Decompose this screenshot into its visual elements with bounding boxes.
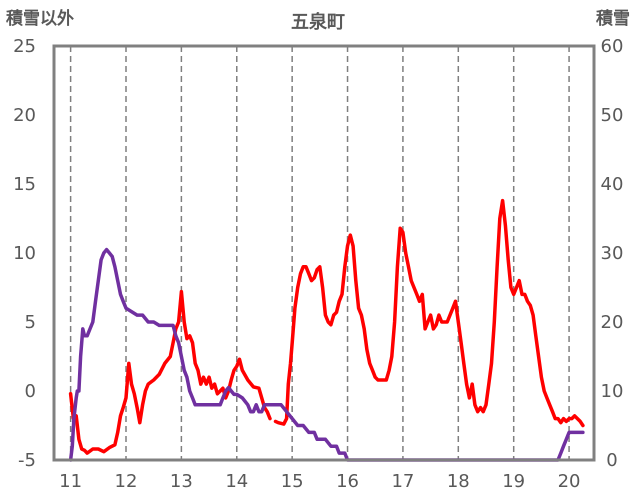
x-tick-label: 14 — [225, 471, 248, 492]
x-tick-label: 16 — [336, 471, 359, 492]
x-tick-label: 17 — [391, 471, 414, 492]
y-left-tick-label: 10 — [13, 243, 36, 264]
y-right-tick-label: 30 — [601, 243, 624, 264]
y-right-tick-label: 0 — [606, 450, 617, 471]
y-right-tick-label: 10 — [601, 381, 624, 402]
temperature-line-2 — [273, 198, 585, 428]
plot-frame — [52, 44, 596, 462]
temperature-line-1 — [68, 289, 272, 455]
y-right-tick-label: 60 — [601, 36, 624, 57]
x-tick-label: 11 — [59, 471, 82, 492]
y-left-tick-label: 25 — [13, 36, 36, 57]
axis-ticks: 11 12 13 14 15 16 17 18 19 20 -5 0 5 10 15 20 25 0 10 20 30 4… — [13, 36, 623, 492]
chart-title: 五泉町 — [291, 11, 345, 33]
y-left-tick-label: 0 — [25, 381, 36, 402]
y-right-tick-label: 40 — [601, 174, 624, 195]
x-tick-label: 20 — [558, 471, 581, 492]
y-right-tick-label: 20 — [601, 312, 624, 333]
x-tick-label: 18 — [447, 471, 470, 492]
x-tick-label: 13 — [170, 471, 193, 492]
x-tick-label: 15 — [281, 471, 304, 492]
x-tick-label: 19 — [502, 471, 525, 492]
y-right-tick-label: 50 — [601, 105, 624, 126]
left-axis-label: 積雪以外 — [6, 8, 74, 29]
x-tick-label: 12 — [115, 471, 138, 492]
y-left-tick-label: 20 — [13, 105, 36, 126]
y-left-tick-label: 5 — [25, 312, 36, 333]
right-axis-label: 積雪 — [596, 8, 630, 29]
y-left-tick-label: 15 — [13, 174, 36, 195]
y-left-tick-label: -5 — [18, 450, 36, 471]
